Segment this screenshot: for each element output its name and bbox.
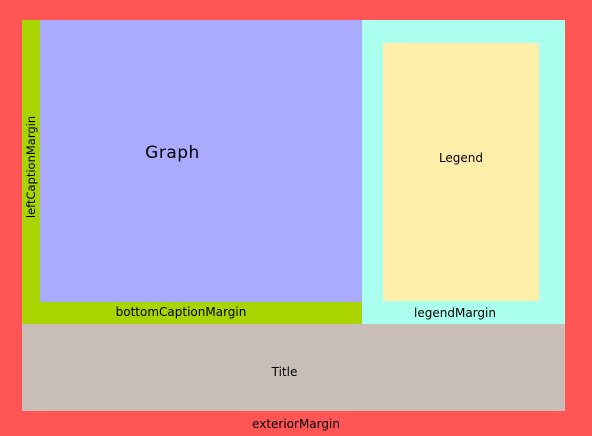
legend-label: Legend — [438, 151, 484, 165]
legend-region — [383, 43, 539, 301]
exterior-margin-label: exteriorMargin — [252, 417, 340, 431]
graph-label: Graph — [145, 143, 200, 163]
left-caption-margin-region — [22, 20, 40, 324]
legend-margin-label: legendMargin — [414, 306, 496, 320]
title-label: Title — [271, 365, 298, 379]
bottom-caption-margin-label: bottomCaptionMargin — [115, 305, 247, 319]
left-caption-margin-label: leftCaptionMargin — [24, 115, 38, 219]
graph-region — [40, 20, 362, 302]
bottom-caption-margin-region — [22, 302, 362, 324]
title-region — [22, 324, 565, 411]
